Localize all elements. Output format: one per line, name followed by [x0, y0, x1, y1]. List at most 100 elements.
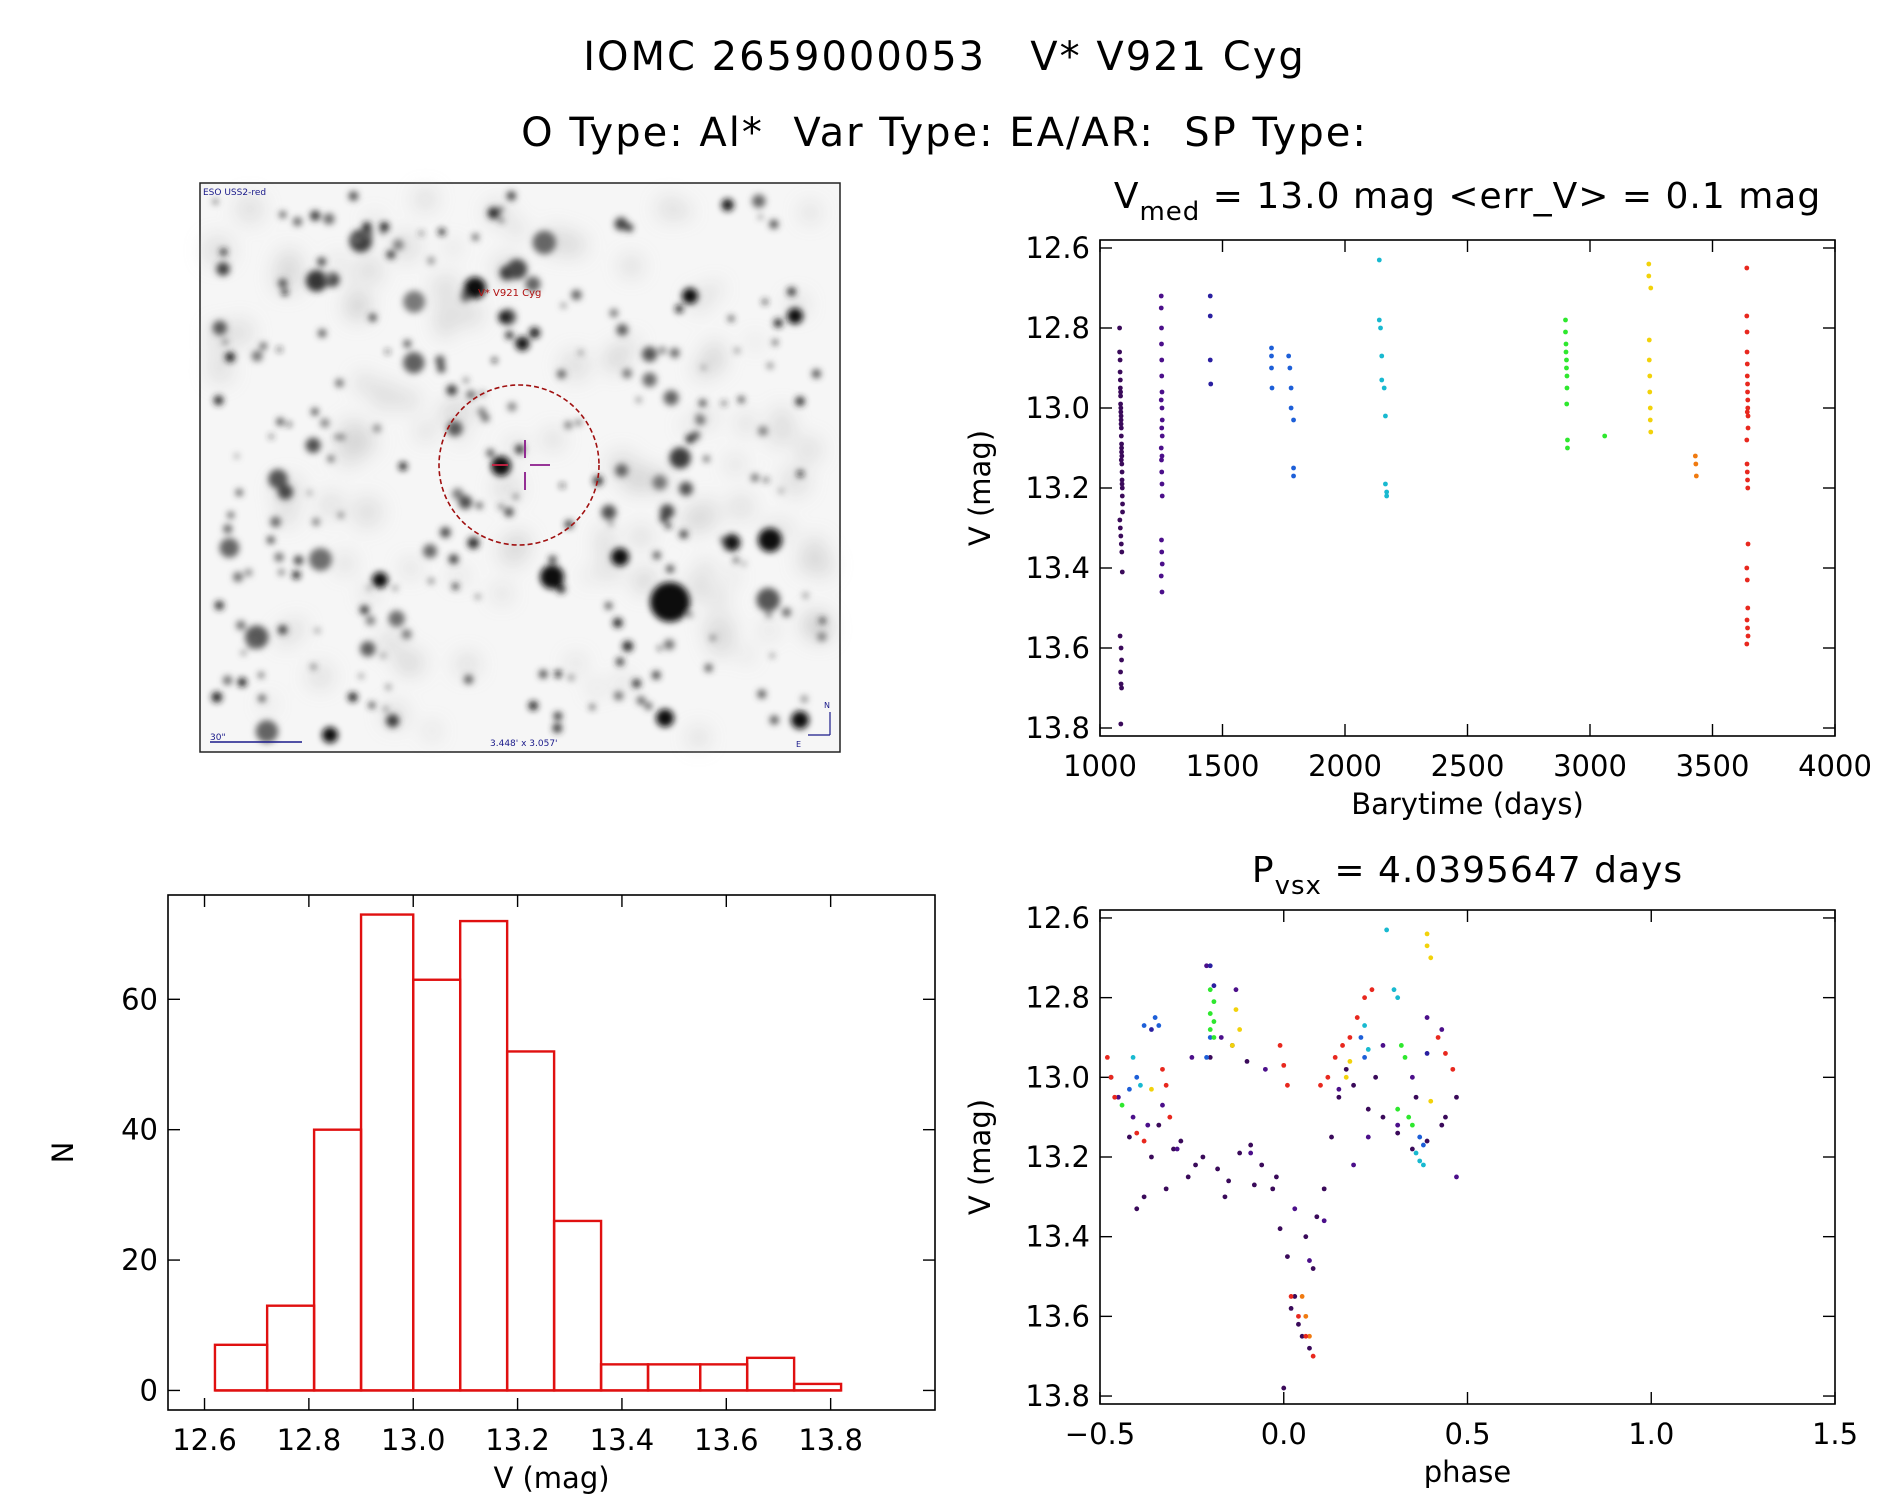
data-point	[1118, 425, 1124, 431]
sky-star	[383, 706, 388, 712]
sky-star	[506, 191, 516, 201]
data-point	[1744, 313, 1750, 319]
sky-star	[657, 646, 663, 651]
data-point	[1211, 1035, 1217, 1040]
data-point	[1222, 1194, 1228, 1200]
sky-glow	[353, 372, 376, 394]
data-point	[1158, 305, 1164, 311]
data-point	[1118, 457, 1124, 463]
data-point	[1744, 461, 1750, 467]
x-tick-label: 1.0	[1628, 1417, 1674, 1451]
data-point	[1435, 1035, 1441, 1040]
data-point	[1118, 413, 1124, 419]
sky-star	[379, 222, 390, 232]
y-tick-label: 13.8	[1025, 711, 1090, 745]
bright-star	[791, 711, 809, 729]
sky-star	[769, 219, 779, 229]
data-point	[1159, 549, 1165, 555]
sky-star	[652, 475, 668, 490]
data-point	[1288, 405, 1294, 411]
x-tick-label: 13.6	[694, 1423, 759, 1457]
data-point	[1351, 1162, 1356, 1168]
sky-glow	[703, 340, 726, 363]
sky-glow	[445, 240, 461, 256]
data-point	[1745, 389, 1750, 395]
sky-star	[438, 228, 446, 236]
sky-glow	[681, 419, 695, 433]
sky-glow	[689, 498, 722, 531]
data-point	[1189, 1055, 1195, 1060]
sky-star	[758, 426, 768, 436]
sky-star	[310, 664, 317, 670]
sky-star	[353, 236, 360, 243]
data-point	[1310, 1353, 1316, 1359]
y-tick-label: 13.8	[1025, 1379, 1090, 1413]
y-tick-label: 13.4	[1025, 1220, 1090, 1254]
field-size-label: 3.448' x 3.057'	[490, 739, 558, 749]
data-point	[1119, 549, 1125, 555]
object-label: V* V921 Cyg	[478, 288, 541, 299]
data-point	[1156, 1023, 1162, 1028]
data-point	[1120, 501, 1125, 507]
data-point	[1384, 927, 1390, 933]
plot-title: Vmed = 13.0 mag <err_V> = 0.1 mag	[1114, 176, 1821, 227]
sky-star	[589, 704, 595, 710]
sky-star	[636, 696, 646, 705]
bright-star	[787, 308, 803, 324]
x-tick-label: 13.0	[381, 1423, 446, 1457]
histogram-bar	[359, 913, 415, 1392]
data-point	[1421, 1162, 1426, 1168]
data-point	[1692, 453, 1698, 459]
sky-star	[437, 364, 446, 373]
data-point	[1119, 493, 1125, 499]
data-point	[1233, 1007, 1239, 1012]
sky-star	[452, 583, 459, 590]
sky-star	[773, 318, 783, 328]
sky-star	[504, 507, 514, 517]
sky-star	[359, 605, 370, 615]
sky-star	[258, 672, 264, 678]
x-tick-label: 1.5	[1812, 1417, 1858, 1451]
x-tick-label: 2000	[1308, 749, 1382, 783]
sky-star	[348, 191, 359, 201]
sky-background-noise	[201, 187, 836, 749]
data-point	[1117, 385, 1123, 391]
data-point	[1207, 1035, 1213, 1040]
sky-star	[277, 347, 282, 352]
sky-star	[337, 512, 344, 519]
data-point	[1118, 645, 1124, 651]
data-point	[1745, 477, 1750, 483]
data-point	[1406, 1114, 1412, 1120]
sky-star	[310, 210, 321, 221]
data-point	[1118, 393, 1123, 399]
data-point	[1159, 453, 1165, 459]
data-point	[1178, 1138, 1184, 1144]
sky-star	[757, 689, 767, 699]
data-point	[1744, 349, 1750, 355]
sky-star	[223, 524, 233, 534]
sky-star	[320, 418, 330, 428]
data-point	[1379, 377, 1385, 383]
sky-star	[664, 639, 675, 650]
data-point	[1602, 433, 1608, 439]
sky-star	[762, 299, 768, 305]
sky-star	[679, 530, 688, 539]
data-point	[1204, 963, 1209, 969]
y-tick-label: 13.0	[1025, 1060, 1090, 1094]
x-tick-label: 3500	[1676, 749, 1750, 783]
sky-star	[269, 434, 274, 439]
data-point	[1291, 417, 1296, 423]
data-point	[1159, 537, 1164, 543]
x-tick-label: 2500	[1431, 749, 1505, 783]
sky-star	[721, 198, 734, 212]
data-point	[1365, 1047, 1371, 1052]
plot-title: Pvsx = 4.0395647 days	[1252, 850, 1683, 901]
data-point	[1291, 465, 1296, 471]
sky-star	[403, 351, 425, 374]
data-point	[1376, 257, 1382, 263]
data-point	[1119, 441, 1124, 447]
sky-glow	[582, 569, 596, 583]
data-point	[1745, 413, 1751, 419]
sky-star	[314, 628, 320, 634]
data-point	[1171, 1146, 1176, 1152]
